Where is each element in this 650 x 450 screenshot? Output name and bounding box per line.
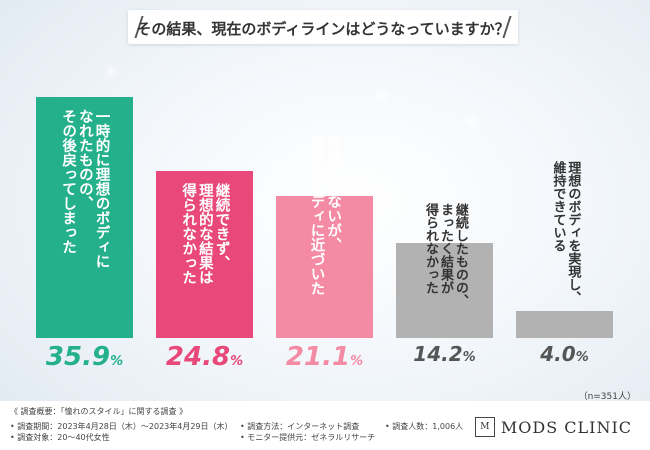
sample-size-label: （n=351人） (578, 392, 636, 402)
survey-summary: 《 調査概要：「憧れのスタイル」に関する調査 》 (10, 407, 188, 416)
value-number: 24.8 (165, 342, 231, 372)
bar-4 (396, 242, 493, 338)
bar-label-line: その後戻ってしまった (60, 108, 77, 254)
chart-title-box: その結果、現在のボディラインはどうなっていますか？ (128, 10, 518, 44)
bar-1 (36, 96, 133, 338)
bar-label-1: 一時的に理想のボディに なれたものの、 その後戻ってしまった (59, 109, 109, 269)
clinic-logo: M MODS CLINIC (474, 417, 632, 437)
value-unit: % (350, 354, 364, 369)
bar-label-line: 継続したものの、 (452, 202, 468, 307)
bar-2 (156, 171, 253, 338)
value-number: 21.1 (285, 342, 351, 372)
value-unit: % (462, 350, 476, 365)
bar-label-line: 得られなかった (180, 183, 197, 285)
value-label-1: 35.9% (25, 342, 145, 372)
bar-label-line: 一時的に理想のボディに (93, 108, 110, 269)
survey-period: • 調査期間：2023年4月28日（木）～2023年4月29日（木） (10, 422, 233, 431)
bar-5 (516, 311, 613, 338)
logo-text: MODS CLINIC (500, 417, 632, 437)
value-unit: % (575, 350, 589, 365)
survey-provider: • モニター提供元：ゼネラルリサーチ (240, 433, 376, 442)
bar-label-line: 継続できず、 (213, 183, 230, 271)
bar-label-5: 理想のボディを実現し、 維持できている (550, 161, 580, 304)
bar-label-2: 継続できず、 理想的な結果は 得られなかった (179, 183, 229, 285)
value-label-5: 4.0% (505, 342, 625, 366)
survey-footer: 《 調査概要：「憧れのスタイル」に関する調査 》 • 調査期間：2023年4月2… (0, 401, 650, 450)
value-number: 35.9 (45, 342, 111, 372)
bar-label-3: 完璧ではないが、 理想のボディに近づいた (308, 136, 341, 296)
logo-mark-icon: M (474, 417, 495, 437)
bar-label-line: なれたものの、 (76, 108, 93, 211)
value-label-2: 24.8% (145, 342, 265, 372)
bar-label-line: 完璧ではないが、 (325, 136, 342, 253)
value-label-4: 14.2% (385, 342, 505, 366)
bar-label-line: 理想的な結果は (196, 183, 213, 285)
bar-label-line: 得られなかった (423, 202, 438, 294)
bar-label-line: 理想のボディに近づいた (308, 136, 325, 296)
value-number: 4.0 (540, 342, 576, 366)
bar-label-line: まったく結果が (437, 202, 453, 294)
survey-count: • 調査人数：1,006人 (385, 422, 464, 431)
bar-label-line: 維持できている (550, 161, 566, 253)
survey-method: • 調査方法：インターネット調査 (240, 422, 360, 431)
value-unit: % (110, 354, 124, 369)
bar-label-line: 理想のボディを実現し、 (565, 161, 581, 305)
value-label-3: 21.1% (265, 342, 385, 372)
survey-target: • 調査対象：20～40代女性 (10, 433, 110, 442)
bar-3 (276, 196, 373, 338)
chart-title: その結果、現在のボディラインはどうなっていますか？ (136, 20, 510, 38)
value-number: 14.2 (413, 342, 463, 366)
value-unit: % (230, 354, 244, 369)
bar-label-4: 継続したものの、 まったく結果が 得られなかった (422, 202, 468, 307)
